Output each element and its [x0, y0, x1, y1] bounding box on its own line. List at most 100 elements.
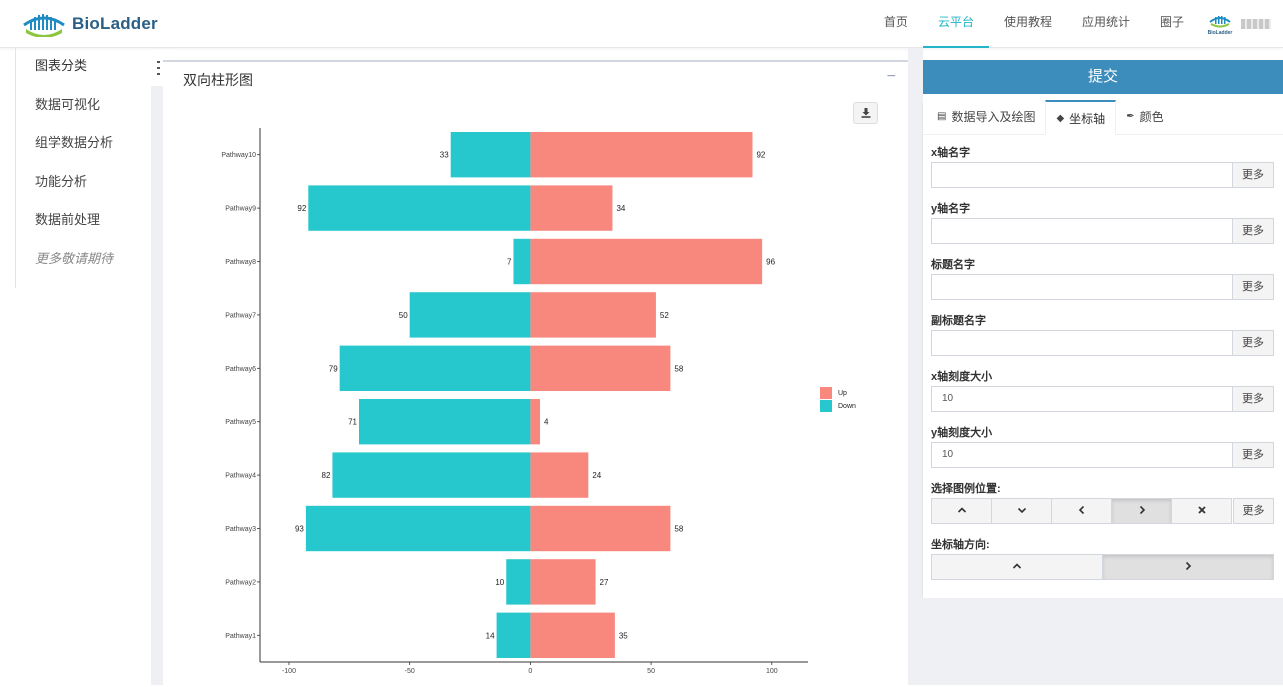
- axis-direction-horizontal-button[interactable]: [1103, 554, 1274, 580]
- chevron-left-icon: [1078, 505, 1084, 515]
- tab-label: 数据导入及绘图: [951, 110, 1036, 124]
- title-name-more-button[interactable]: 更多: [1233, 274, 1274, 300]
- bar-down: [409, 292, 531, 338]
- subtitle-name-input[interactable]: [931, 330, 1233, 356]
- tab-color[interactable]: ✒ 颜色: [1116, 100, 1173, 134]
- data-label-down: 10: [495, 578, 504, 587]
- content-gutter: [151, 86, 163, 685]
- sidebar-item-preprocessing[interactable]: 数据前处理: [35, 212, 101, 227]
- submit-button[interactable]: 提交: [923, 60, 1283, 94]
- x-axis-name-label: x轴名字: [931, 147, 971, 159]
- username-blurred[interactable]: [1241, 19, 1271, 29]
- legend-label-down: Down: [838, 403, 856, 410]
- data-label-up: 58: [674, 364, 683, 373]
- nav-home[interactable]: 首页: [883, 15, 908, 29]
- data-label-down: 50: [399, 311, 408, 320]
- data-label-down: 79: [329, 364, 338, 373]
- legend-none-button[interactable]: [1172, 498, 1232, 524]
- sidebar-item-omics-analysis[interactable]: 组学数据分析: [35, 135, 114, 150]
- bar-down: [358, 399, 531, 445]
- legend-top-button[interactable]: [931, 498, 992, 524]
- legend-right-button[interactable]: [1112, 498, 1172, 524]
- y-tick-label: Pathway2: [225, 579, 256, 586]
- close-icon: [1197, 506, 1206, 514]
- data-label-up: 27: [600, 578, 609, 587]
- sidebar-item-coming-soon: 更多敬请期待: [35, 250, 114, 266]
- data-label-up: 52: [660, 311, 669, 320]
- x-tick-label: 50: [647, 668, 655, 675]
- x-tick-label: -100: [282, 668, 296, 675]
- download-icon: [861, 108, 870, 118]
- data-label-up: 24: [592, 471, 601, 480]
- chevron-right-icon: [1139, 505, 1145, 515]
- x-tick-size-input[interactable]: 10: [931, 386, 1233, 412]
- axis-direction-vertical-button[interactable]: [931, 554, 1103, 580]
- bar-down: [308, 185, 531, 231]
- nav-community[interactable]: 圈子: [1159, 15, 1184, 29]
- bar-up: [530, 238, 763, 285]
- bar-up: [530, 345, 671, 391]
- sidebar-item-chart-categories[interactable]: 图表分类: [35, 58, 88, 73]
- y-axis-name-more-button[interactable]: 更多: [1233, 218, 1274, 244]
- brand-logo[interactable]: BioLadder: [22, 10, 158, 38]
- data-label-down: 93: [295, 525, 304, 534]
- top-navbar: BioLadder 首页 云平台 使用教程 应用统计 圈子 BioLadder: [0, 0, 1283, 48]
- nav-stats[interactable]: 应用统计: [1081, 15, 1130, 29]
- title-name-input[interactable]: [931, 274, 1233, 300]
- chart-panel: 双向柱形图 − 92 33 Pathway10 34 92 Pathway9 96 7 Path…: [163, 60, 908, 685]
- user-avatar[interactable]: BioLadder: [1207, 12, 1233, 36]
- bar-down: [332, 452, 531, 498]
- y-tick-size-more-button[interactable]: 更多: [1233, 442, 1274, 468]
- bar-up: [530, 505, 671, 552]
- x-tick-size-label: x轴刻度大小: [931, 371, 993, 383]
- axis-direction-label: 坐标轴方向:: [931, 539, 990, 551]
- y-tick-label: Pathway9: [225, 206, 256, 213]
- x-axis-name-input[interactable]: [931, 162, 1233, 188]
- subtitle-name-more-button[interactable]: 更多: [1233, 330, 1274, 356]
- y-tick-label: Pathway8: [225, 259, 256, 266]
- chevron-up-icon: [1012, 563, 1022, 569]
- nav-tutorial[interactable]: 使用教程: [1003, 15, 1052, 29]
- x-tick-label: 100: [766, 668, 778, 675]
- sidebar-item-functional-analysis[interactable]: 功能分析: [35, 173, 88, 189]
- settings-panel: ▤ 数据导入及绘图 ◆ 坐标轴 ✒ 颜色 x轴名字 更多 y轴名字 更多 标题名…: [923, 100, 1283, 598]
- y-tick-label: Pathway7: [225, 312, 256, 319]
- brand-name: BioLadder: [72, 14, 158, 33]
- bar-down: [305, 505, 531, 552]
- settings-tabs: ▤ 数据导入及绘图 ◆ 坐标轴 ✒ 颜色: [923, 100, 1283, 135]
- collapse-button[interactable]: −: [886, 68, 896, 85]
- y-tick-label: Pathway6: [225, 366, 256, 373]
- tab-label: 颜色: [1139, 110, 1164, 124]
- tags-icon: ◆: [1056, 112, 1065, 124]
- diverging-bar-chart: 9233Pathway103492Pathway9967Pathway85250…: [221, 128, 856, 675]
- brush-icon: ✒: [1126, 111, 1135, 122]
- bar-up: [530, 612, 615, 658]
- tab-data-import[interactable]: ▤ 数据导入及绘图: [927, 100, 1045, 134]
- bar-down: [496, 612, 531, 658]
- chevron-down-icon: [1017, 507, 1026, 514]
- y-tick-size-input[interactable]: 10: [931, 442, 1233, 468]
- data-label-up: 96: [766, 258, 775, 267]
- legend-position-label: 选择图例位置:: [931, 483, 1001, 495]
- chevron-up-icon: [957, 507, 966, 513]
- x-axis-name-more-button[interactable]: 更多: [1233, 162, 1274, 188]
- legend-left-button[interactable]: [1052, 498, 1112, 524]
- data-label-up: 35: [619, 631, 628, 640]
- y-tick-label: Pathway10: [221, 152, 256, 159]
- download-button[interactable]: [853, 102, 878, 124]
- tab-label: 坐标轴: [1069, 111, 1106, 126]
- subtitle-name-label: 副标题名字: [931, 315, 986, 327]
- sidebar-item-visualization[interactable]: 数据可视化: [35, 96, 101, 112]
- legend-position-more-button[interactable]: 更多: [1233, 498, 1274, 524]
- data-label-down: 92: [297, 204, 306, 213]
- x-tick-size-more-button[interactable]: 更多: [1233, 386, 1274, 412]
- y-axis-name-input[interactable]: [931, 218, 1233, 244]
- x-tick-label: 0: [528, 668, 532, 675]
- nav-cloud-platform[interactable]: 云平台: [922, 0, 989, 48]
- tab-axis[interactable]: ◆ 坐标轴: [1045, 100, 1117, 135]
- legend-position-group: [931, 498, 1232, 524]
- bar-up: [530, 132, 753, 178]
- bar-chart-icon: ▤: [937, 111, 947, 122]
- legend-bottom-button[interactable]: [992, 498, 1052, 524]
- data-label-down: 7: [507, 258, 512, 267]
